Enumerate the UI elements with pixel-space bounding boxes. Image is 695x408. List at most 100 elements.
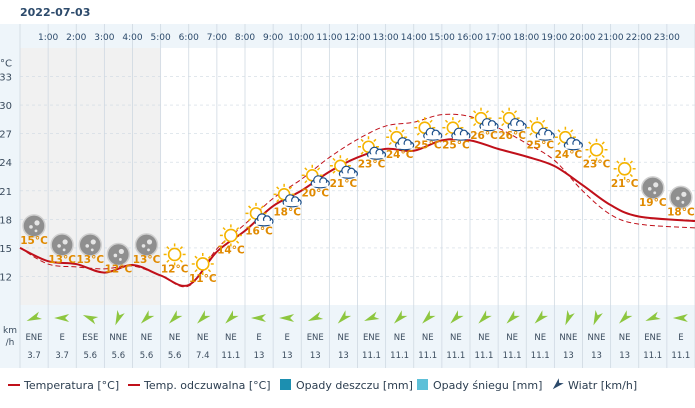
cloud-shape: [395, 137, 415, 151]
wind-arrow-shape: [593, 310, 603, 326]
moon-disc: [106, 242, 131, 267]
moon-icon: [22, 214, 46, 238]
wind-arrow-shape: [565, 310, 575, 326]
wind-speed: 13: [338, 351, 349, 361]
sun-ray: [236, 240, 240, 244]
temperature-label: 18°C: [667, 206, 695, 218]
wind-arrow-icon: [307, 311, 324, 322]
sun-ray: [304, 180, 308, 184]
sun-ray: [222, 240, 226, 244]
sun-ray: [276, 199, 280, 203]
weather-icons: [22, 107, 693, 275]
wind-direction: NE: [450, 333, 462, 343]
cloud-fill: [368, 154, 385, 159]
sun-ray: [513, 110, 518, 114]
sun-ray: [588, 154, 592, 159]
sun-ray: [332, 170, 336, 174]
moon-crater: [141, 244, 146, 248]
wind-arrow-shape: [279, 314, 295, 322]
sun-ray: [416, 132, 420, 136]
wind-speed: 11.1: [671, 351, 690, 361]
cloud-fill: [424, 135, 441, 140]
wind-arrow-shape: [364, 311, 380, 322]
cloud-shape: [423, 127, 443, 141]
sun-ray: [473, 110, 477, 114]
legend-item-wind: Wiatr [km/h]: [552, 378, 637, 392]
y-tick-label: 18: [0, 215, 12, 226]
sun-ray: [473, 122, 477, 127]
sun-ray: [288, 186, 293, 190]
legend-label: Temperatura [°C]: [23, 379, 119, 392]
sun-ray: [457, 119, 461, 123]
temperature-label: 13°C: [48, 254, 76, 266]
sun-cloud-icon: [442, 117, 471, 141]
cloud-fill: [312, 182, 329, 187]
temperature-label: 15°C: [20, 235, 48, 247]
wind-arrow-shape: [115, 310, 125, 326]
sun-cloud-icon: [414, 117, 443, 141]
sun-ray: [345, 157, 349, 162]
legend-item-snow: Opady śniegu [mm]: [417, 379, 542, 392]
wind-speed: 7.4: [196, 351, 210, 361]
y-tick-label: 24: [0, 158, 12, 169]
wind-direction: NNE: [587, 333, 605, 343]
moon-disc: [134, 233, 159, 257]
moon-icon: [78, 233, 102, 257]
wind-arrow-icon: [478, 310, 492, 324]
sun-ray: [236, 227, 240, 231]
hour-label: 5:00: [151, 33, 171, 43]
temperature-label: 23°C: [358, 159, 386, 171]
wind-arrow-icon: [422, 310, 436, 324]
wind-speed: 11.1: [475, 351, 494, 361]
sun-icon: [163, 243, 186, 266]
wind-arrow-icon: [168, 310, 183, 324]
sun-cloud-icon: [301, 164, 330, 189]
wind-arrow-icon: [506, 310, 520, 324]
hour-label: 7:00: [207, 33, 227, 43]
wind-arrow-shape: [450, 310, 464, 324]
wind-arrow-shape: [672, 314, 688, 322]
sun-ray: [360, 138, 364, 142]
hour-label: 16:00: [457, 33, 483, 43]
sun-ray: [529, 119, 533, 123]
hour-label: 10:00: [288, 33, 314, 43]
wind-speed: 11.1: [362, 351, 381, 361]
wind-direction: ENE: [307, 333, 324, 343]
wind-direction: NNE: [109, 333, 127, 343]
sun-cloud-icon: [273, 183, 302, 208]
wind-speed: 13: [282, 351, 293, 361]
temperature-label: 11°C: [189, 273, 217, 285]
wind-arrow-icon: [593, 310, 603, 326]
hour-label: 11:00: [316, 33, 342, 43]
wind-row: ENE3.7E3.7ESE5.6NNE5.6NE5.6NE5.6NE7.4NE1…: [25, 310, 690, 361]
wind-direction: ENE: [363, 333, 380, 343]
wind-arrow-shape: [251, 314, 266, 322]
sun-ray: [542, 119, 546, 123]
wind-speed: 5.6: [83, 351, 97, 361]
wind-direction: NE: [619, 333, 631, 343]
sun-ray: [248, 218, 252, 222]
sun-disc: [167, 247, 182, 262]
wind-arrow-shape: [393, 310, 408, 324]
hour-label: 17:00: [485, 33, 511, 43]
temperature-label: 20°C: [301, 187, 329, 199]
legend-label: Opady śniegu [mm]: [433, 379, 542, 392]
sun-ray: [276, 186, 280, 190]
wind-direction: E: [284, 333, 289, 343]
sun-ray: [557, 141, 561, 146]
sun-icon: [191, 252, 214, 275]
wind-arrow-shape: [534, 310, 549, 324]
hour-label: 9:00: [263, 33, 283, 43]
wind-arrow-icon: [279, 314, 295, 322]
legend-arrow-shape: [552, 378, 564, 390]
sun-ray: [179, 246, 183, 250]
cloud-shape: [338, 165, 358, 179]
moon-disc: [641, 176, 665, 200]
temperature-label: 26°C: [470, 130, 498, 142]
cloud-fill: [452, 135, 469, 140]
sun-ray: [616, 173, 620, 178]
cloud-shape: [535, 127, 555, 141]
temperature-label: 13°C: [133, 254, 161, 266]
hour-label: 8:00: [235, 33, 255, 43]
cloud-fill: [284, 201, 301, 206]
